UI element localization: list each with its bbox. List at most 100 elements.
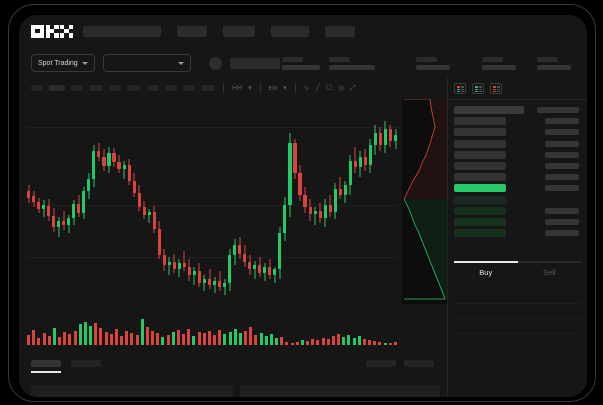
orderbook-bid-row[interactable] (448, 195, 587, 204)
timeframe-more[interactable] (201, 85, 215, 91)
candle-body (283, 205, 287, 233)
candle (313, 99, 317, 311)
action-hide-other-pairs[interactable] (366, 360, 396, 367)
candle (343, 99, 347, 311)
tab-open-orders[interactable] (31, 360, 61, 367)
timeframe-1m[interactable] (31, 85, 43, 91)
camera-icon[interactable]: ☐ (325, 84, 333, 92)
nav-item-2[interactable] (223, 25, 255, 37)
candle-body (72, 204, 76, 218)
pencil-icon[interactable]: ╱ (315, 84, 320, 92)
timeframe-4h[interactable] (127, 85, 141, 91)
volume-bar (228, 332, 232, 345)
orderbook-qty-bar (454, 106, 524, 114)
price-field[interactable] (454, 304, 581, 319)
orderbook-rows[interactable] (448, 100, 587, 238)
candle (37, 99, 41, 311)
candle (353, 99, 357, 311)
nav-item-4[interactable] (325, 25, 355, 37)
amount-field[interactable] (454, 319, 581, 334)
candle-body (248, 262, 252, 269)
candle-body (182, 263, 186, 267)
volume-histogram[interactable] (27, 315, 399, 345)
orderbook-ask-row[interactable] (448, 161, 587, 170)
tab-buy[interactable]: Buy (479, 268, 493, 277)
orderbook-mode-asks-icon[interactable] (490, 83, 502, 94)
tab-sell[interactable]: Sell (542, 268, 556, 277)
volume-bar (52, 328, 56, 345)
okx-logo-icon[interactable] (31, 24, 73, 38)
orderbook-mode-bids-icon[interactable] (472, 83, 484, 94)
stat-volume-24h (537, 57, 571, 70)
tab-order-history[interactable] (71, 360, 101, 367)
orderbook-price-cell (545, 151, 579, 158)
candle (383, 99, 388, 311)
order-type-field[interactable] (454, 289, 581, 304)
chart-type-icon[interactable]: ᴇᴡ (268, 84, 278, 92)
candle-body (383, 129, 388, 145)
line-tool-icon[interactable]: ∿ (303, 84, 310, 92)
toolbar-divider-2 (259, 83, 261, 93)
candle-series (27, 99, 399, 311)
orderbook-last-price-row[interactable] (448, 184, 587, 193)
candle-body (122, 165, 126, 169)
candle (152, 99, 156, 311)
orderbook-ask-row[interactable] (448, 117, 587, 126)
orderbook-mode-both-icon[interactable] (454, 83, 466, 94)
pair-select-dropdown[interactable] (102, 54, 191, 72)
timeframe-1d[interactable] (147, 85, 159, 91)
timeframe-5m[interactable] (49, 85, 65, 91)
nav-item-1[interactable] (177, 25, 207, 37)
candle (298, 99, 302, 311)
bottom-panel-right[interactable] (240, 385, 440, 397)
orderbook-bid-row[interactable] (448, 229, 587, 238)
orderbook-ask-row[interactable] (448, 139, 587, 148)
total-field[interactable] (454, 334, 581, 349)
timeframe-15m[interactable] (71, 85, 83, 91)
orderbook-header-row[interactable] (448, 106, 587, 114)
orderbook-bid-row[interactable] (448, 217, 587, 226)
nav-item-3[interactable] (271, 25, 309, 37)
action-cancel-all[interactable] (404, 360, 434, 367)
orderbook-ask-row[interactable] (448, 173, 587, 182)
toolbar-divider-1 (223, 83, 224, 93)
candle (162, 99, 166, 311)
timeframe-30m[interactable] (89, 85, 103, 91)
orderbook-ask-row[interactable] (448, 128, 587, 137)
timeframe-1w[interactable] (165, 85, 177, 91)
toolbar-divider-3 (294, 83, 296, 93)
bottom-panel-left[interactable] (31, 385, 233, 397)
indicator-icon[interactable]: ḢḢ (232, 84, 243, 92)
market-type-dropdown[interactable]: Spot Trading (31, 54, 95, 72)
volume-bar (275, 338, 279, 345)
timeframe-1mo[interactable] (183, 85, 195, 91)
candle-body (117, 162, 121, 169)
candle-body (218, 281, 222, 287)
candle (368, 99, 372, 311)
candle-body (308, 207, 312, 214)
orderbook-qty-bar (454, 217, 506, 226)
candle (62, 99, 66, 311)
depth-chart[interactable] (402, 99, 447, 304)
volume-bar (171, 332, 175, 345)
nav-search[interactable] (83, 25, 161, 37)
avatar[interactable] (208, 56, 222, 70)
buy-sell-track (454, 261, 581, 263)
candle-body (192, 271, 196, 275)
fullscreen-icon[interactable]: ⤢ (350, 84, 356, 92)
chevron-down-icon-2[interactable]: ▾ (283, 84, 287, 92)
candle-wick (274, 267, 276, 283)
candle (363, 99, 367, 311)
orderbook-bid-row[interactable] (448, 206, 587, 215)
settings-icon[interactable]: ◎ (338, 84, 345, 92)
timeframe-1h[interactable] (109, 85, 121, 91)
app-screen: Spot Trading ḢḢ ▾ ᴇᴡ ▾ (19, 15, 587, 397)
orderbook-trade-panel: Buy Sell (447, 77, 587, 397)
candlestick-chart[interactable] (19, 99, 399, 311)
volume-bar (321, 338, 325, 345)
candle-body (348, 161, 352, 185)
chevron-down-icon[interactable]: ▾ (248, 84, 252, 92)
volume-bar (73, 331, 77, 345)
volume-bar (187, 329, 191, 345)
orderbook-ask-row[interactable] (448, 150, 587, 159)
